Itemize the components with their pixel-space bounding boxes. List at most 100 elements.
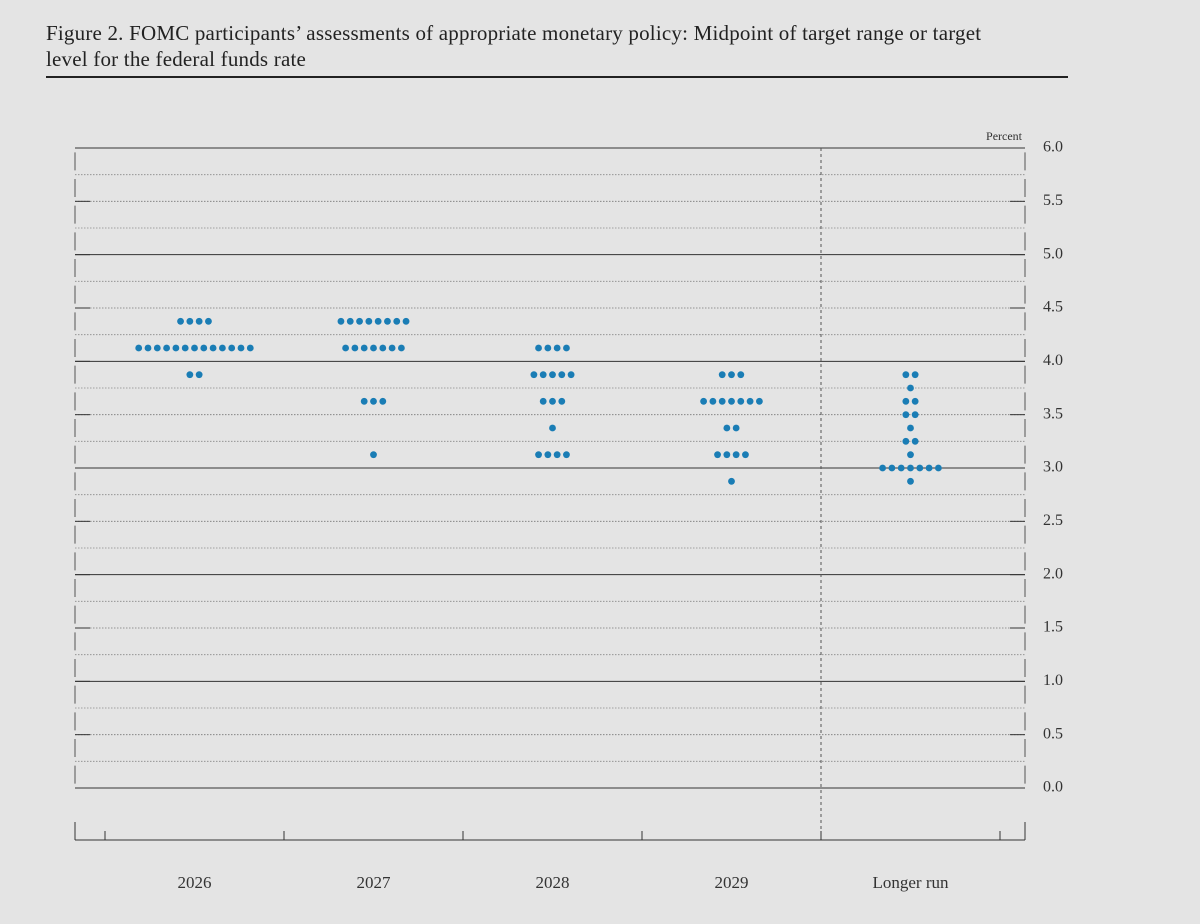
dot [553, 344, 561, 352]
dot [535, 344, 542, 352]
dot [742, 451, 749, 459]
dot [370, 344, 377, 352]
dot [902, 437, 910, 445]
dot [539, 371, 547, 379]
dot [728, 371, 735, 379]
dot [756, 397, 763, 405]
dot [535, 451, 542, 459]
dot [907, 451, 914, 459]
dot [246, 344, 254, 352]
dot [911, 397, 919, 405]
y-axis-label: Percent [986, 129, 1023, 143]
dot [360, 397, 368, 405]
dot [544, 451, 552, 459]
dot [718, 371, 726, 379]
dot [342, 344, 349, 352]
dot [393, 317, 401, 325]
dot [177, 317, 184, 325]
dot [549, 371, 556, 379]
dot [907, 464, 914, 472]
dot [374, 317, 382, 325]
dot [728, 477, 735, 485]
dot [916, 464, 924, 472]
dot [163, 344, 171, 352]
dot [186, 371, 194, 379]
dot [897, 464, 905, 472]
dot [907, 384, 914, 392]
dot [356, 317, 363, 325]
title-rule [46, 76, 1068, 78]
dot [186, 317, 194, 325]
y-tick-label: 4.5 [1043, 299, 1063, 316]
dot [567, 371, 575, 379]
dot [737, 397, 745, 405]
y-tick-label: 2.5 [1043, 512, 1063, 529]
dot [530, 371, 538, 379]
dot [365, 317, 373, 325]
x-tick-label: 2029 [715, 873, 749, 892]
dot [925, 464, 933, 472]
dot [549, 424, 556, 432]
dot [902, 371, 910, 379]
dot [558, 371, 566, 379]
x-tick-label: 2026 [178, 873, 212, 892]
dot [237, 344, 245, 352]
x-tick-label: Longer run [872, 873, 949, 892]
dot [228, 344, 236, 352]
dot [888, 464, 896, 472]
y-tick-label: 1.0 [1043, 672, 1063, 689]
dot [370, 397, 377, 405]
dot [549, 397, 556, 405]
dot [907, 477, 914, 485]
dot [135, 344, 143, 352]
dot [732, 424, 740, 432]
dot [205, 317, 212, 325]
dot [144, 344, 152, 352]
dot [718, 397, 726, 405]
dot [902, 411, 910, 419]
dot [153, 344, 161, 352]
dot [388, 344, 396, 352]
dot [563, 451, 570, 459]
dot [732, 451, 740, 459]
dot [181, 344, 189, 352]
dot [195, 371, 203, 379]
dot [195, 317, 203, 325]
y-tick-label: 6.0 [1043, 139, 1063, 156]
y-tick-label: 2.0 [1043, 565, 1063, 582]
dot [902, 397, 910, 405]
dot [746, 397, 754, 405]
dot [337, 317, 345, 325]
dot [563, 344, 570, 352]
dot [558, 397, 566, 405]
y-tick-label: 4.0 [1043, 352, 1063, 369]
dot [911, 371, 919, 379]
dot [723, 424, 731, 432]
dot [539, 397, 547, 405]
dot [379, 397, 387, 405]
dot [700, 397, 707, 405]
dot [209, 344, 217, 352]
dot [709, 397, 717, 405]
dot [384, 317, 391, 325]
y-tick-label: 3.0 [1043, 459, 1063, 476]
dot [728, 397, 735, 405]
dot [360, 344, 368, 352]
y-tick-label: 0.5 [1043, 725, 1063, 742]
y-tick-label: 0.0 [1043, 779, 1063, 796]
dot [714, 451, 721, 459]
dot [351, 344, 359, 352]
y-tick-label: 3.5 [1043, 405, 1063, 422]
dot [737, 371, 745, 379]
dot [370, 451, 377, 459]
y-tick-label: 5.0 [1043, 245, 1063, 262]
dot [398, 344, 405, 352]
y-tick-label: 5.5 [1043, 192, 1063, 209]
dot [402, 317, 410, 325]
dot [907, 424, 914, 432]
dot [879, 464, 886, 472]
dot [544, 344, 552, 352]
dot [200, 344, 208, 352]
